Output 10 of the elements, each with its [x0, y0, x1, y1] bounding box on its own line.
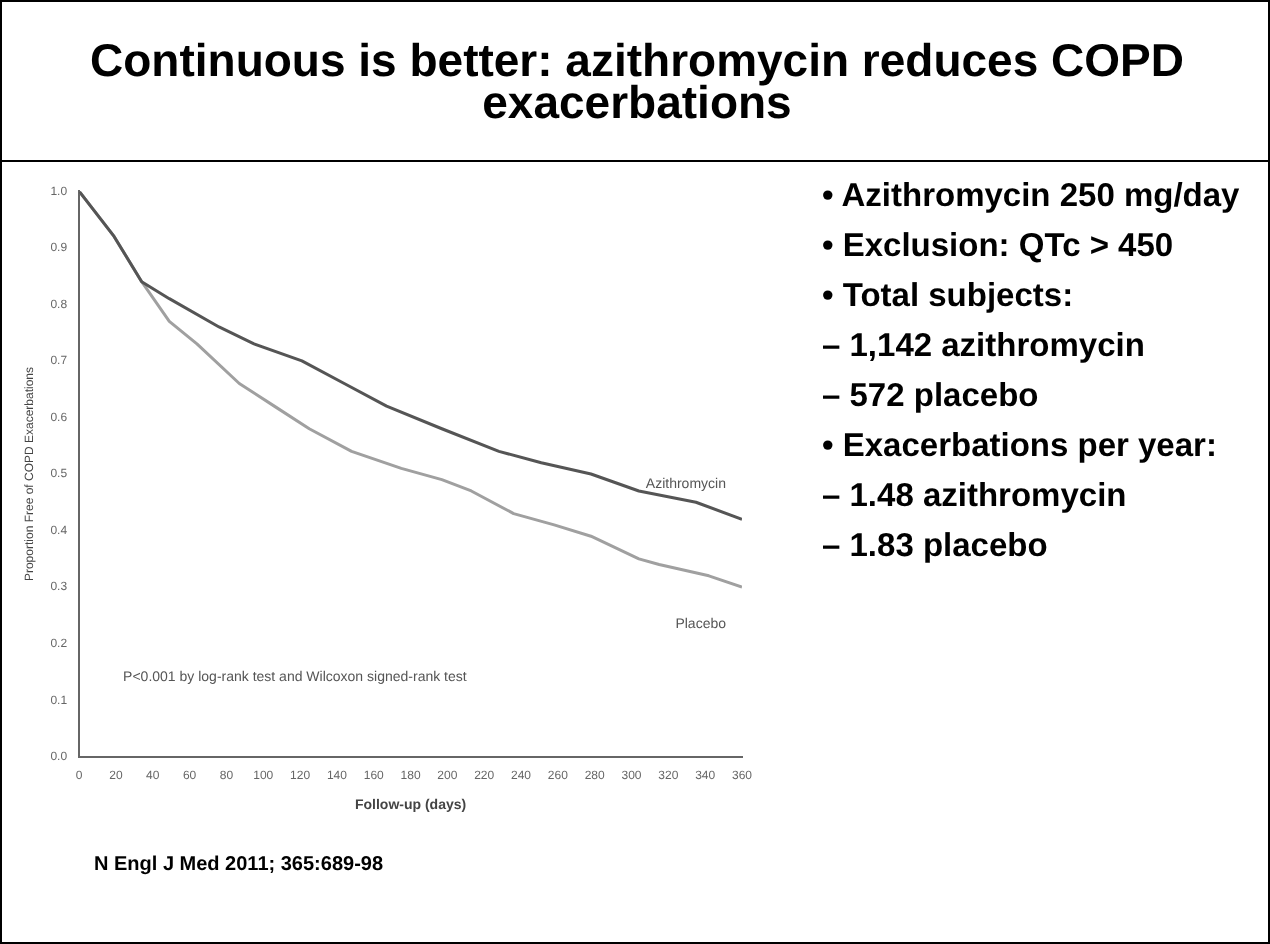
- text: – 572 placebo: [822, 378, 1041, 416]
- text: – 1.48 azithromycin: [822, 478, 1129, 516]
- chart-title: Continuous is better: azithromycin reduces COPD exacerbations: [2, 2, 1270, 162]
- text: • Exclusion: QTc > 450: [822, 228, 1176, 266]
- text: N Engl J Med 2011; 365:689-98: [94, 854, 384, 876]
- text: • Azithromycin 250 mg/day: [822, 178, 1242, 216]
- text: – 1.83 placebo: [822, 528, 1050, 566]
- text: • Total subjects:: [822, 278, 1076, 316]
- text: • Exacerbations per year:: [822, 428, 1219, 466]
- text: – 1,142 azithromycin: [822, 328, 1147, 366]
